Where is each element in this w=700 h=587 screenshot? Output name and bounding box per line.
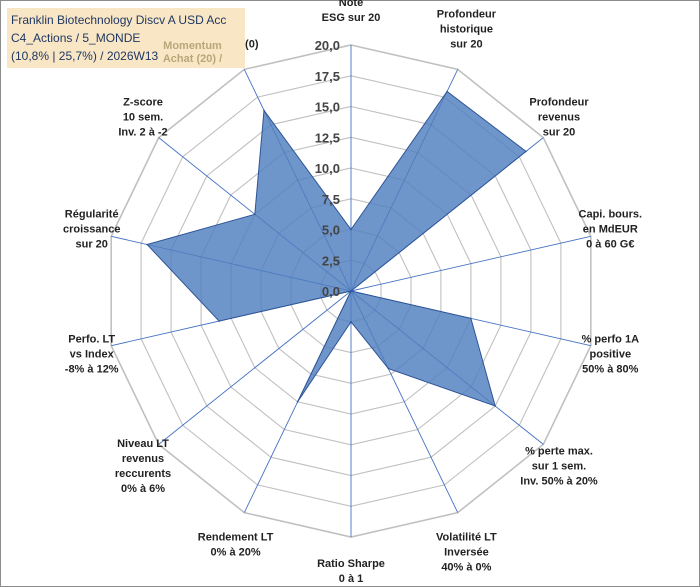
series-point	[263, 109, 265, 112]
axis-label: Rendement LT 0% à 20%	[198, 532, 274, 559]
axis-label-line: vs Index	[70, 348, 115, 360]
tick-label: 20,0	[315, 38, 340, 53]
axis-label-line: sur 20	[543, 126, 575, 138]
axis-label-line: Profondeur	[529, 96, 589, 108]
axis-label-line: croissance	[63, 224, 120, 236]
tick-label: 0,0	[322, 284, 340, 299]
axis-label: % perfo 1A positive 50% à 80%	[582, 333, 640, 375]
axis-label-line: % perfo 1A	[582, 333, 640, 345]
series-point	[350, 290, 352, 292]
axis-label-line: sur 1 sem.	[532, 461, 586, 473]
momentum-label: Momentum Achat (20) /	[140, 40, 245, 66]
axis-label-line: 40% à 0%	[441, 562, 491, 574]
series-point	[218, 320, 220, 322]
fund-header-box	[7, 8, 245, 68]
axis-label-line: historique	[440, 23, 493, 35]
series-point	[146, 243, 148, 246]
tick-label: 10,0	[315, 161, 340, 176]
axis-label: Profondeur historique sur 20	[437, 8, 497, 50]
axis-label-line: sur 20	[450, 38, 482, 50]
series-point	[254, 213, 256, 216]
axis-label-line: Niveau LT	[117, 438, 169, 450]
axis-label-line: Inversée	[444, 547, 489, 559]
axis-label: Capi. bours. en MdEUR 0 à 60 G€	[579, 209, 643, 251]
series-point	[350, 321, 352, 323]
momentum-line-1: Momentum	[163, 40, 222, 52]
axis-label-line: positive	[590, 348, 632, 360]
axis-label-line: Rendement LT	[198, 532, 274, 544]
series-point	[446, 90, 448, 93]
axis-label-line: Z-score	[123, 96, 163, 108]
tick-label: 15,0	[315, 100, 340, 115]
tick-layer: 0,0 2,5 5,0 7,5 10,0 12,5 15,0 17,5 20,0	[315, 38, 340, 299]
axis-label: % perte max. sur 1 sem. Inv. 50% à 20%	[520, 446, 598, 488]
axis-label-line: Ratio Sharpe	[317, 558, 385, 570]
tick-label: 12,5	[315, 130, 340, 145]
axis-label-line: revenus	[122, 453, 164, 465]
axis-label: Z-score 10 sem. Inv. 2 à -2	[118, 96, 167, 138]
axis-label-line: Inv. 2 à -2	[118, 126, 167, 138]
axis-label-line: sur 20	[75, 239, 107, 251]
axis-label: Profondeur revenus sur 20	[529, 96, 589, 138]
series-point	[525, 150, 527, 153]
series-point	[296, 401, 299, 403]
axis-label-line: ESG sur 20	[322, 12, 381, 24]
axis-label-line: en MdEUR	[583, 224, 638, 236]
axis-label: Niveau LT revenus reccurents 0% à 6%	[115, 438, 171, 495]
axis-label-line: -8% à 12%	[65, 363, 119, 375]
series-point	[350, 228, 352, 231]
axis-label-line: 0% à 6%	[121, 483, 165, 495]
axis-label-line: Volatilité LT	[436, 532, 497, 544]
axis-spoke	[350, 235, 591, 292]
axis-label: Note ESG sur 20	[322, 0, 381, 24]
axis-label-line: 0 à 1	[339, 573, 363, 585]
axis-label-line: 0% à 20%	[211, 547, 261, 559]
axis-label-line: % perte max.	[525, 446, 593, 458]
axis-label-line: 0 à 60 G€	[586, 239, 634, 251]
fund-name: Franklin Biotechnology Discv A USD Acc	[11, 13, 227, 27]
axis-label: Volatilité LT Inversée 40% à 0%	[436, 532, 497, 574]
axis-label-line: Capi. bours.	[579, 209, 643, 221]
axis-label-line: Régularité	[65, 209, 119, 221]
fund-category: C4_Actions / 5_MONDE	[11, 31, 141, 45]
momentum-line-2: Achat (20) /	[162, 53, 223, 65]
series-point	[470, 317, 472, 320]
tick-label: 7,5	[322, 192, 340, 207]
axis-label-line: Profondeur	[437, 8, 497, 20]
axis-label-line: reccurents	[115, 468, 171, 480]
axis-label-line: Note	[339, 0, 363, 9]
fund-stats: (10,8% | 25,7%) / 2026W13	[11, 49, 159, 63]
axis-label: Ratio Sharpe 0 à 1	[317, 558, 385, 585]
axis-spoke	[158, 290, 352, 445]
axis-label-line: revenus	[538, 111, 580, 123]
axis-label-line: Inv. 50% à 20%	[520, 476, 598, 488]
axis-label-line: 50% à 80%	[582, 363, 638, 375]
tick-label: 5,0	[322, 223, 340, 238]
axis-label-line: Perfo. LT	[68, 333, 115, 345]
label-layer: Note ESG sur 20 Profondeur historique sur 20…	[63, 0, 642, 585]
series-point	[494, 405, 497, 407]
axis-label: Régularité croissance sur 20	[63, 209, 120, 251]
series-point	[387, 367, 390, 370]
tick-label: 2,5	[322, 253, 340, 268]
axis-label-line: 10 sem.	[123, 111, 163, 123]
series-layer	[146, 90, 527, 407]
tick-label: 17,5	[315, 69, 340, 84]
axis-label: Perfo. LT vs Index -8% à 12%	[65, 333, 119, 375]
